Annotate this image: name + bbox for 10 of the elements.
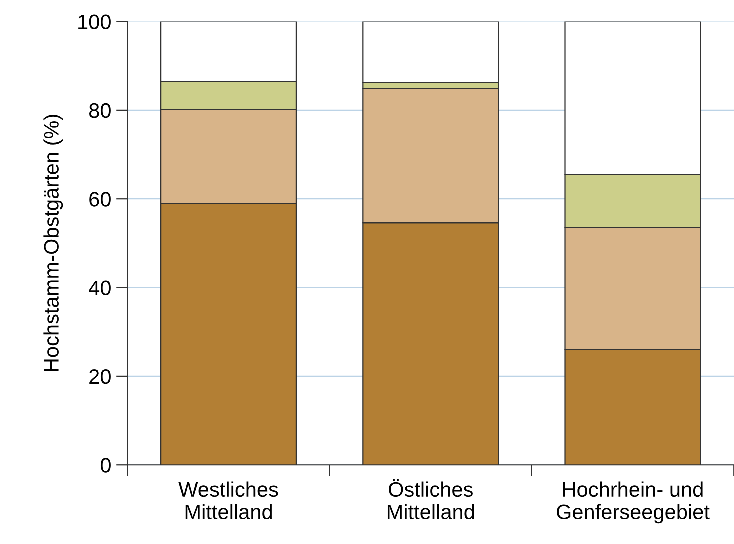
x-tick-label: Westliches Mittelland (178, 482, 278, 520)
y-axis-title: Hochstamm-Obstgärten (%) (44, 115, 64, 372)
x-tick-label: Östliches Mittelland (388, 479, 474, 520)
y-tick-label: 20 (90, 369, 111, 384)
y-tick-label: 0 (100, 458, 111, 473)
y-tick-label: 40 (89, 280, 111, 296)
y-tick-label: 80 (89, 103, 111, 118)
y-tick-label: 60 (90, 192, 111, 207)
y-tick-label: 100 (78, 14, 111, 30)
x-tick-label: Hochrhein- und Genferseegebiet (556, 482, 710, 524)
